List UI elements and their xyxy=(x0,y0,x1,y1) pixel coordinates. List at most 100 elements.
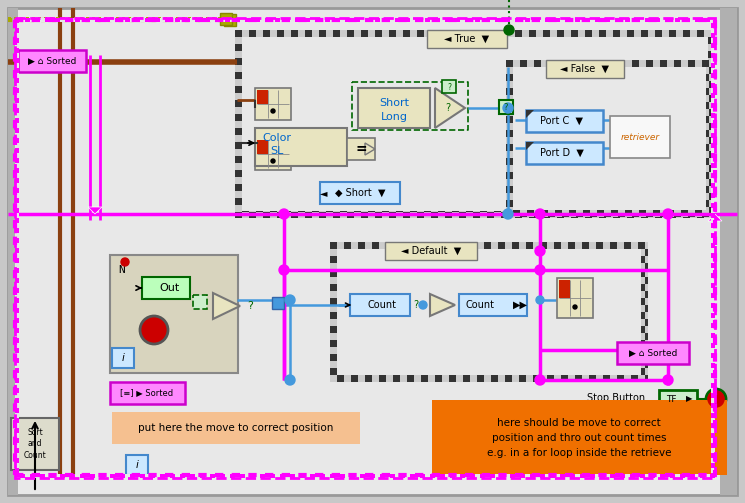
Bar xyxy=(215,474,220,478)
Bar xyxy=(711,383,715,388)
Bar xyxy=(711,438,715,443)
Bar xyxy=(185,474,190,478)
Bar xyxy=(115,18,120,22)
Bar xyxy=(291,205,298,212)
Bar xyxy=(218,17,221,21)
Bar xyxy=(152,17,155,21)
Bar xyxy=(683,212,690,218)
Bar xyxy=(15,218,19,223)
Bar xyxy=(389,205,396,212)
Bar xyxy=(709,123,713,130)
Bar xyxy=(460,474,465,478)
Bar xyxy=(450,474,455,478)
Text: here should be move to correct
position and thro out count times
e.g. in a for l: here should be move to correct position … xyxy=(486,418,671,458)
Bar xyxy=(625,214,632,217)
Bar xyxy=(597,60,604,67)
Bar xyxy=(510,474,515,478)
Bar xyxy=(702,116,709,123)
Bar xyxy=(280,18,285,22)
Bar xyxy=(569,207,576,214)
Bar xyxy=(354,205,361,212)
Bar xyxy=(15,188,19,193)
Bar xyxy=(386,242,393,249)
Bar xyxy=(680,474,685,478)
Bar xyxy=(645,277,648,284)
Bar xyxy=(389,212,396,218)
Bar xyxy=(155,18,160,22)
Bar xyxy=(645,18,650,22)
Bar xyxy=(711,343,715,348)
Bar xyxy=(365,242,372,249)
Bar xyxy=(645,319,648,326)
Bar xyxy=(235,121,242,128)
Bar xyxy=(210,18,215,22)
Bar xyxy=(704,170,711,177)
Bar xyxy=(498,242,505,249)
Bar xyxy=(501,212,508,218)
Bar xyxy=(235,142,242,149)
Bar xyxy=(704,51,711,58)
Bar xyxy=(554,375,561,382)
Bar xyxy=(583,214,590,217)
Bar xyxy=(25,474,30,478)
Bar xyxy=(15,393,19,398)
Bar xyxy=(15,458,19,463)
Bar xyxy=(432,400,727,475)
Bar xyxy=(30,18,35,22)
Bar xyxy=(695,207,702,214)
Bar xyxy=(249,212,256,218)
Bar xyxy=(571,205,578,212)
Bar xyxy=(235,86,242,93)
Bar xyxy=(350,294,410,316)
Bar xyxy=(50,474,55,478)
Bar xyxy=(400,18,405,22)
Bar xyxy=(65,18,70,22)
Bar xyxy=(527,207,534,214)
Bar xyxy=(711,218,715,223)
Bar xyxy=(627,212,634,218)
Bar xyxy=(400,242,407,249)
Bar xyxy=(326,30,333,37)
Bar xyxy=(285,474,290,478)
Bar xyxy=(711,108,715,113)
Circle shape xyxy=(503,209,513,219)
Bar xyxy=(645,361,648,368)
Bar xyxy=(470,18,475,22)
Bar xyxy=(711,318,715,323)
Bar xyxy=(194,17,197,21)
Bar xyxy=(645,270,648,277)
Bar xyxy=(145,18,150,22)
Bar xyxy=(704,142,711,149)
Bar xyxy=(15,258,19,263)
Bar xyxy=(240,474,245,478)
Circle shape xyxy=(504,25,514,35)
Bar xyxy=(506,137,513,144)
Bar xyxy=(347,205,354,212)
Polygon shape xyxy=(88,207,102,214)
Bar xyxy=(702,214,709,217)
Bar xyxy=(440,18,445,22)
Bar xyxy=(597,214,604,217)
Bar xyxy=(40,474,45,478)
Bar xyxy=(430,474,435,478)
Bar xyxy=(80,474,85,478)
Bar xyxy=(255,88,291,120)
Bar xyxy=(330,242,337,249)
Bar xyxy=(589,242,596,249)
Bar xyxy=(265,474,270,478)
Bar xyxy=(702,179,709,186)
Circle shape xyxy=(535,246,545,256)
Bar xyxy=(555,214,562,217)
Bar xyxy=(375,212,382,218)
Bar xyxy=(333,212,340,218)
Bar xyxy=(325,474,330,478)
Bar xyxy=(175,18,180,22)
Bar xyxy=(484,375,491,382)
Bar xyxy=(347,30,354,37)
Bar xyxy=(704,156,711,163)
Bar xyxy=(284,212,291,218)
Bar xyxy=(711,107,715,114)
Bar xyxy=(596,242,603,249)
Bar xyxy=(638,305,645,312)
Bar xyxy=(335,18,340,22)
